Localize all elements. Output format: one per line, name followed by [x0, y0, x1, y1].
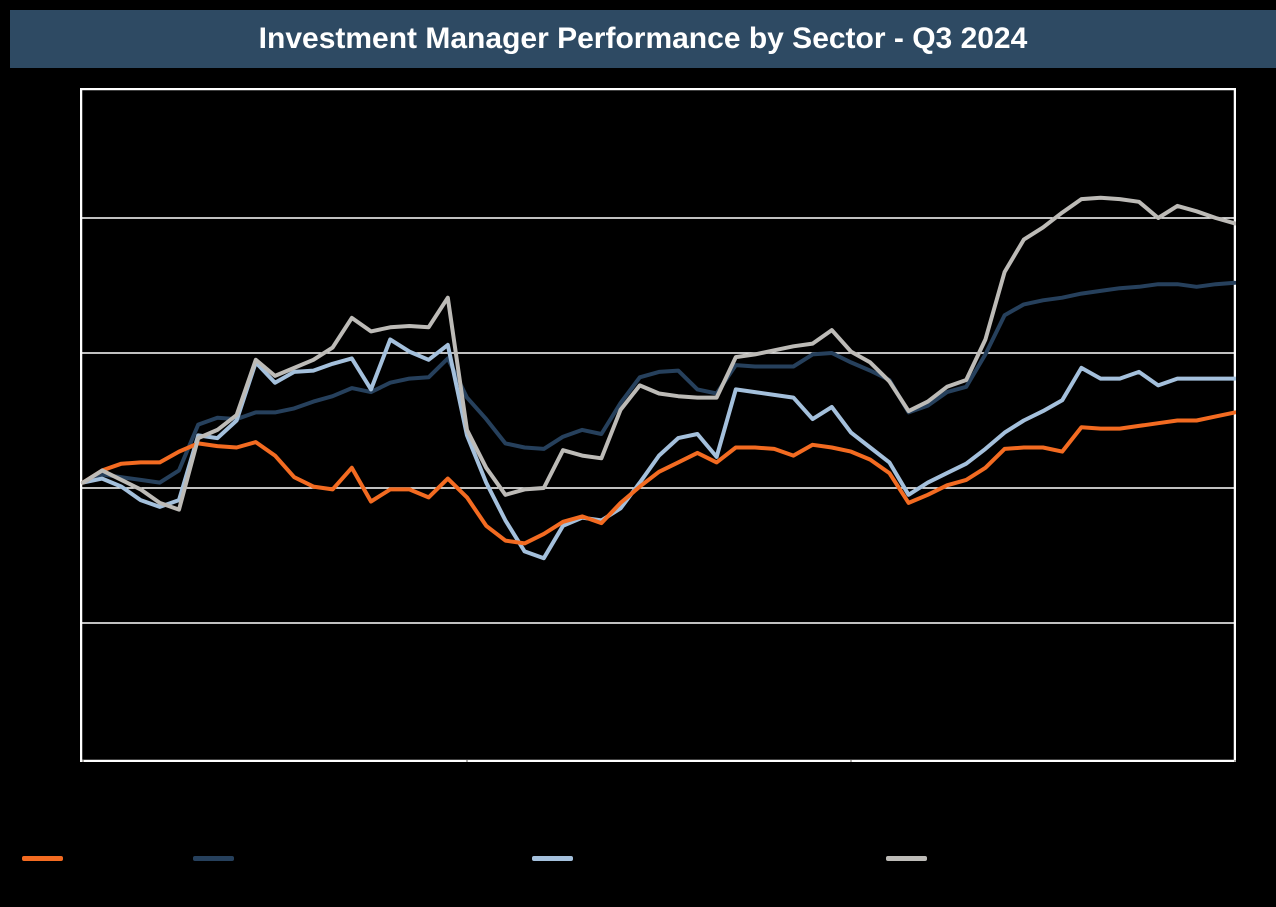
series-line-navy — [81, 280, 1236, 485]
plot-border — [80, 88, 1236, 762]
chart-svg — [80, 88, 1236, 762]
legend-swatch-navy — [193, 856, 234, 861]
title-bar: Investment Manager Performance by Sector… — [10, 10, 1276, 68]
legend-swatch-orange — [22, 856, 63, 861]
legend-item-gray — [886, 856, 935, 861]
legend-item-light-blue — [532, 856, 581, 861]
chart-plot-area — [80, 88, 1236, 762]
series-line-gray — [81, 195, 1236, 512]
series-line-light-blue — [81, 337, 1236, 561]
legend-item-navy — [193, 856, 242, 861]
legend-item-orange — [22, 856, 71, 861]
page-title: Investment Manager Performance by Sector… — [258, 22, 1028, 55]
legend-swatch-light-blue — [532, 856, 573, 861]
series-line-orange — [81, 410, 1236, 546]
legend-swatch-gray — [886, 856, 927, 861]
legend — [0, 840, 1276, 880]
